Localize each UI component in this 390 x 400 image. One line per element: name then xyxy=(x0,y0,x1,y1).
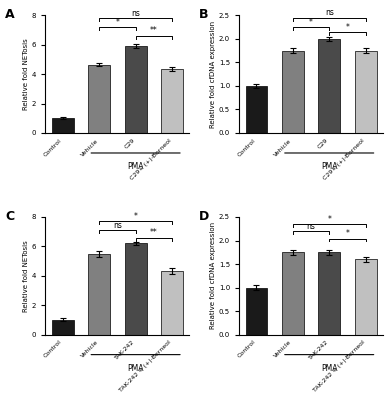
Y-axis label: Relative fold NETosis: Relative fold NETosis xyxy=(23,38,29,110)
Text: *: * xyxy=(327,215,331,224)
Bar xyxy=(355,259,376,335)
Bar xyxy=(125,244,147,335)
Bar xyxy=(52,118,74,133)
Text: A: A xyxy=(5,8,15,21)
Y-axis label: Relative fold NETosis: Relative fold NETosis xyxy=(23,240,29,312)
Y-axis label: Relative fold cfDNA expression: Relative fold cfDNA expression xyxy=(210,222,216,329)
Text: *: * xyxy=(346,22,349,32)
Bar xyxy=(161,69,183,133)
Text: *: * xyxy=(115,18,119,26)
Text: C: C xyxy=(5,210,14,223)
Bar xyxy=(318,39,340,133)
Bar xyxy=(161,271,183,335)
Text: *: * xyxy=(346,229,349,238)
Text: ns: ns xyxy=(113,221,122,230)
Text: PMA: PMA xyxy=(128,162,144,172)
Text: B: B xyxy=(199,8,208,21)
Text: *: * xyxy=(134,212,138,221)
Bar xyxy=(282,252,304,335)
Bar xyxy=(88,65,110,133)
Text: D: D xyxy=(199,210,209,223)
Text: *: * xyxy=(309,18,313,27)
Bar xyxy=(125,46,147,133)
Bar xyxy=(246,86,268,133)
Bar xyxy=(318,252,340,335)
Bar xyxy=(88,254,110,335)
Text: **: ** xyxy=(150,26,158,35)
Bar xyxy=(246,288,268,335)
Text: ns: ns xyxy=(307,222,316,231)
Text: PMA: PMA xyxy=(128,364,144,373)
Bar xyxy=(282,51,304,133)
Text: ns: ns xyxy=(131,9,140,18)
Bar xyxy=(52,320,74,335)
Text: PMA: PMA xyxy=(321,364,337,373)
Text: **: ** xyxy=(150,228,158,237)
Text: PMA: PMA xyxy=(321,162,337,172)
Bar xyxy=(355,51,376,133)
Y-axis label: Relative fold cfDNA expression: Relative fold cfDNA expression xyxy=(210,21,216,128)
Text: ns: ns xyxy=(325,8,334,18)
